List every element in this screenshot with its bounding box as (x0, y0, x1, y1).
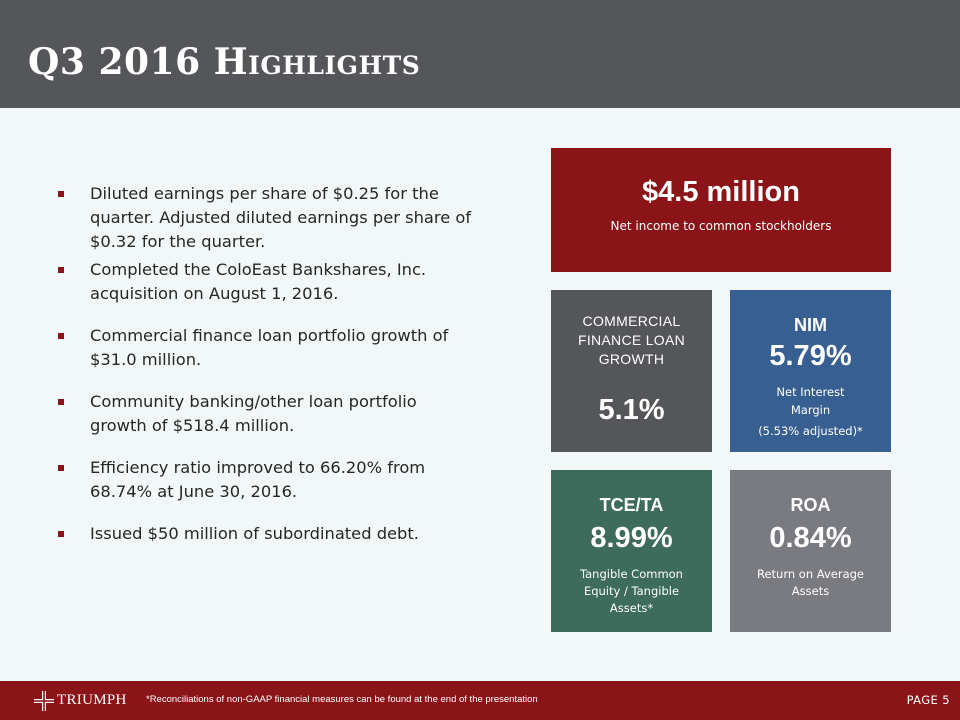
list-item: Commercial finance loan portfolio growth… (58, 324, 478, 372)
bullet-marker (58, 191, 64, 197)
nim-adjusted-note: (5.53% adjusted)* (758, 424, 863, 438)
net-income-value: $4.5 million (642, 176, 800, 208)
tce-ta-value: 8.99% (590, 522, 673, 554)
bullet-marker (58, 465, 64, 471)
company-logo-text: TRIUMPH (57, 692, 127, 708)
nim-heading: NIM (794, 315, 827, 335)
bullet-text: Completed the ColoEast Bankshares, Inc. … (90, 260, 427, 303)
list-item: Issued $50 million of subordinated debt. (58, 522, 478, 546)
page-number: PAGE 5 (906, 693, 950, 707)
net-income-tile: $4.5 million Net income to common stockh… (551, 148, 891, 272)
tce-ta-caption: Tangible Common Equity / Tangible Assets… (580, 567, 683, 615)
bullet-text: Issued $50 million of subordinated debt. (90, 524, 419, 543)
list-item: Completed the ColoEast Bankshares, Inc. … (58, 258, 478, 306)
bullet-marker (58, 531, 64, 537)
bullet-text: Efficiency ratio improved to 66.20% from… (90, 458, 426, 501)
slide-footer: TRIUMPH *Reconciliations of non-GAAP fin… (0, 681, 960, 720)
net-income-caption: Net income to common stockholders (610, 219, 832, 233)
highlights-list: Diluted earnings per share of $0.25 for … (58, 182, 478, 546)
tce-ta-tile: TCE/TA 8.99% Tangible Common Equity / Ta… (551, 470, 712, 632)
tce-ta-heading: TCE/TA (599, 495, 664, 515)
slide-title: Q3 2016 Highlights (28, 41, 421, 83)
bullet-marker (58, 333, 64, 339)
roa-heading: ROA (790, 495, 831, 515)
bullet-text: Community banking/other loan portfolio g… (90, 392, 417, 435)
footnote: *Reconciliations of non-GAAP financial m… (146, 694, 538, 705)
bullet-text: Commercial finance loan portfolio growth… (90, 326, 449, 369)
nim-tile: NIM 5.79% Net Interest Margin (5.53% adj… (730, 290, 891, 452)
roa-caption: Return on Average Assets (756, 567, 865, 598)
nim-caption-line2: Margin (790, 403, 831, 417)
commercial-finance-label: Commercial Finance Loan Growth (577, 313, 686, 367)
bullet-text: Diluted earnings per share of $0.25 for … (90, 184, 472, 251)
list-item: Efficiency ratio improved to 66.20% from… (58, 456, 478, 504)
slide-header: Q3 2016 Highlights (0, 0, 960, 108)
roa-tile: ROA 0.84% Return on Average Assets (730, 470, 891, 632)
commercial-finance-value: 5.1% (598, 394, 665, 426)
bullet-marker (58, 399, 64, 405)
commercial-finance-tile: Commercial Finance Loan Growth 5.1% (551, 290, 712, 452)
nim-value: 5.79% (769, 340, 852, 372)
triumph-cross-icon (33, 690, 55, 716)
list-item: Community banking/other loan portfolio g… (58, 390, 478, 438)
bullet-marker (58, 267, 64, 273)
list-item: Diluted earnings per share of $0.25 for … (58, 182, 478, 254)
roa-value: 0.84% (769, 522, 852, 554)
nim-caption-line1: Net Interest (776, 385, 845, 399)
